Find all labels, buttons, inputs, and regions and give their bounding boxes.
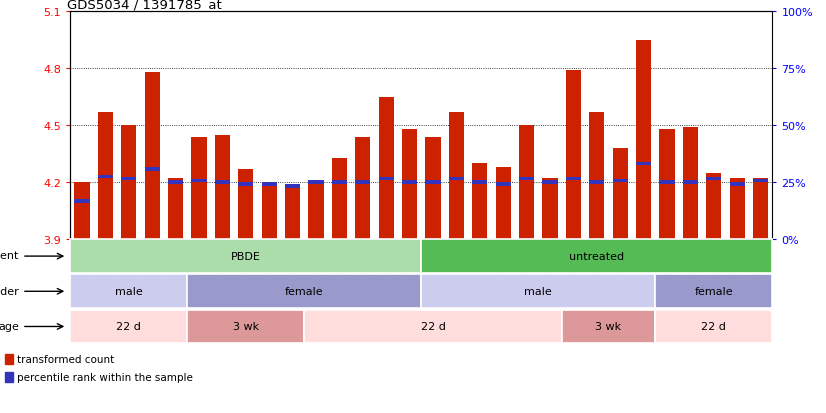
Text: untreated: untreated [569, 252, 624, 261]
Bar [5, 354, 12, 365]
Bar [308, 181, 324, 185]
Bar [425, 181, 440, 185]
Text: 22 d: 22 d [420, 322, 445, 332]
Bar [706, 177, 721, 180]
Text: age: age [0, 321, 19, 331]
Bar [589, 113, 605, 240]
Bar [332, 181, 347, 185]
Bar [145, 168, 159, 171]
Bar [308, 181, 324, 240]
Bar [449, 113, 464, 240]
Bar [192, 179, 206, 183]
Bar [543, 179, 558, 240]
Text: 22 d: 22 d [116, 322, 141, 332]
Bar [683, 181, 698, 185]
Text: transformed count: transformed count [17, 354, 115, 364]
Bar [425, 137, 440, 240]
Bar [519, 126, 534, 240]
Text: PBDE: PBDE [230, 252, 261, 261]
Bar [543, 181, 558, 185]
Bar [378, 177, 394, 180]
Bar [659, 181, 675, 185]
Bar [168, 181, 183, 185]
Text: female: female [695, 287, 733, 297]
Text: percentile rank within the sample: percentile rank within the sample [17, 372, 193, 382]
Bar [683, 128, 698, 240]
Bar [121, 126, 136, 240]
Bar [566, 177, 581, 180]
Text: 22 d: 22 d [701, 322, 726, 332]
Text: female: female [285, 287, 324, 297]
Bar [729, 179, 745, 240]
Bar [215, 135, 230, 240]
Text: 3 wk: 3 wk [596, 322, 621, 332]
Bar [74, 183, 89, 240]
Bar [589, 181, 605, 185]
Bar [636, 162, 651, 166]
Bar [5, 372, 12, 382]
Bar [566, 71, 581, 240]
Bar [238, 183, 254, 186]
Bar [729, 183, 745, 186]
Bar [262, 183, 277, 186]
Bar [355, 181, 370, 185]
Bar [285, 185, 300, 240]
Bar [168, 179, 183, 240]
Bar [238, 169, 254, 240]
Bar [753, 179, 768, 240]
Text: gender: gender [0, 286, 19, 296]
Bar [519, 177, 534, 180]
Bar [496, 168, 510, 240]
Text: male: male [115, 287, 143, 297]
Bar [74, 200, 89, 203]
Bar [145, 73, 159, 240]
Bar [613, 149, 628, 240]
Bar [753, 179, 768, 183]
Bar [97, 176, 113, 179]
Text: 3 wk: 3 wk [233, 322, 259, 332]
Bar [355, 137, 370, 240]
Bar [285, 185, 300, 188]
Bar [332, 158, 347, 240]
Bar [613, 179, 628, 183]
Text: male: male [525, 287, 552, 297]
Bar [402, 181, 417, 185]
Bar [262, 183, 277, 240]
Bar [449, 177, 464, 180]
Bar [472, 181, 487, 185]
Bar [472, 164, 487, 240]
Bar [659, 130, 675, 240]
Text: agent: agent [0, 251, 19, 261]
Bar [215, 181, 230, 185]
Bar [121, 177, 136, 180]
Bar [706, 173, 721, 240]
Bar [378, 97, 394, 240]
Bar [192, 137, 206, 240]
Text: GDS5034 / 1391785_at: GDS5034 / 1391785_at [67, 0, 221, 11]
Bar [496, 183, 510, 186]
Bar [97, 113, 113, 240]
Bar [402, 130, 417, 240]
Bar [636, 41, 651, 240]
